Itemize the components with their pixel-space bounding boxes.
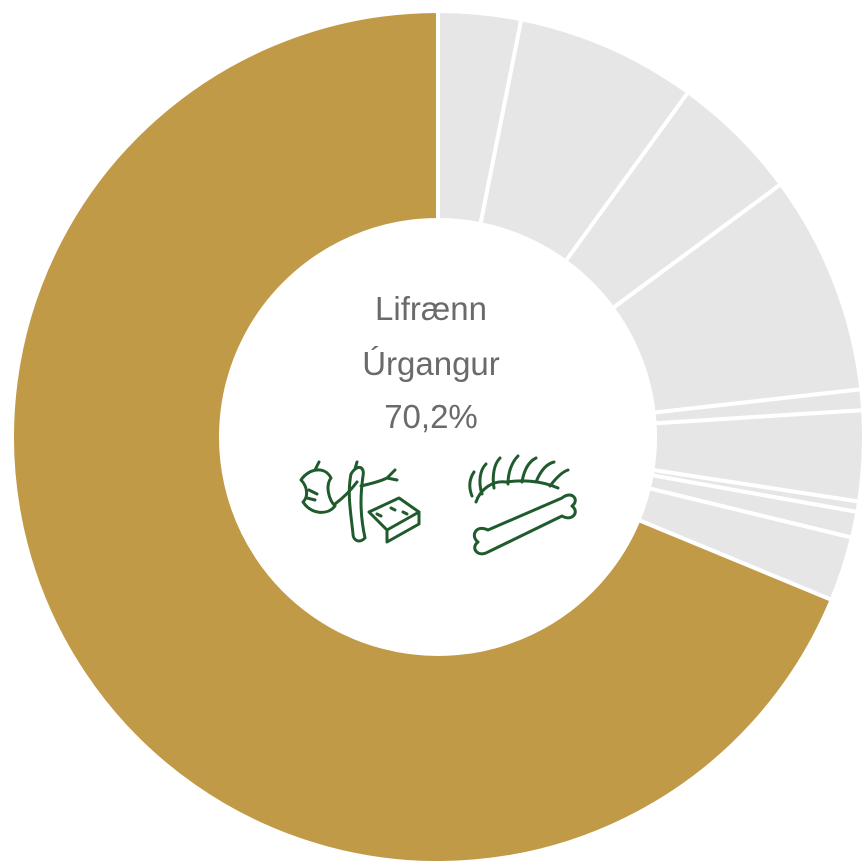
center-label-line1: Lifrænn (375, 290, 487, 327)
food-scraps-icon (299, 460, 421, 544)
donut-slices (10, 8, 862, 861)
center-label-line2: Úrgangur (362, 345, 500, 382)
slice-highlight (10, 8, 835, 861)
center-label-value: 70,2% (384, 398, 478, 435)
bones-icon (468, 454, 577, 556)
